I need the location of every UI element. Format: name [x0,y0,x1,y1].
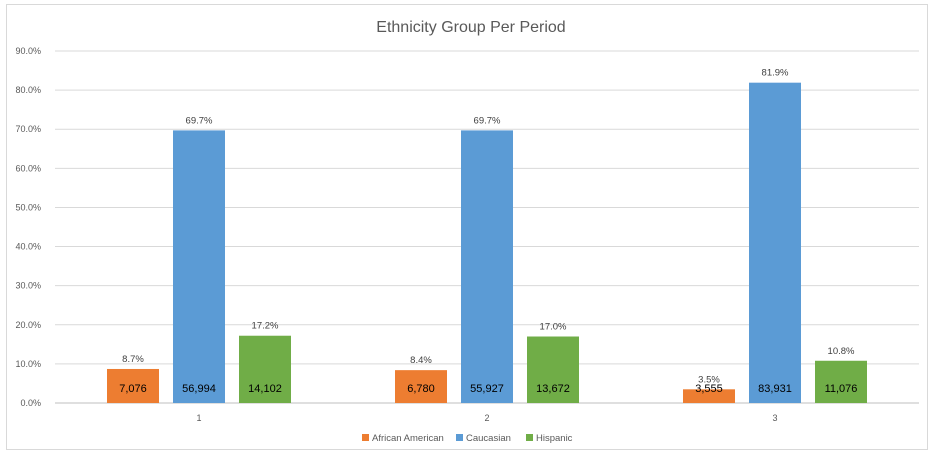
x-tick-label: 1 [196,413,201,423]
bar [683,389,735,403]
count-label: 14,102 [248,383,282,395]
legend-swatch [526,434,533,441]
count-label: 56,994 [182,383,216,395]
bar [815,360,867,403]
y-tick-label: 20.0% [15,320,41,330]
x-tick-label: 2 [484,413,489,423]
y-tick-label: 30.0% [15,281,41,291]
data-labels: 8.7% 7,076 69.7% 56,994 17.2% 14,102 8.4% 6,780… [119,68,857,395]
y-tick-label: 70.0% [15,124,41,134]
percent-label: 10.8% [828,346,855,357]
y-tick-label: 10.0% [15,359,41,369]
y-tick-label: 0.0% [20,398,41,408]
legend-swatch [456,434,463,441]
y-tick-label: 60.0% [15,163,41,173]
percent-label: 8.7% [122,354,144,365]
y-tick-label: 90.0% [15,46,41,56]
legend-label: Hispanic [536,433,573,444]
bars [107,82,867,404]
bar [395,370,447,403]
bar [107,368,159,403]
percent-label: 3.5% [698,374,720,385]
bar [173,130,225,403]
y-tick-label: 40.0% [15,242,41,252]
percent-label: 69.7% [186,115,213,126]
bar [749,82,801,404]
chart-frame: Ethnicity Group Per Period 0.0% 10.0% 20.0… [6,4,928,450]
count-label: 11,076 [825,383,858,395]
y-tick-label: 80.0% [15,85,41,95]
count-label: 13,672 [536,383,570,395]
y-tick-label: 50.0% [15,202,41,212]
bar-chart: Ethnicity Group Per Period 0.0%10.0%20.0… [15,19,919,444]
percent-label: 81.9% [762,68,789,79]
count-label: 6,780 [407,383,435,395]
count-label: 7,076 [119,383,147,395]
count-label: 55,927 [470,383,504,395]
bar [239,335,291,403]
x-tick-label: 3 [772,413,777,423]
bar [461,130,513,403]
bar [527,336,579,403]
legend-swatch [362,434,369,441]
y-axis: 0.0% 10.0% 20.0% 30.0% 40.0% 50.0% 60.0% 70.0% 8… [15,46,41,408]
chart-title: Ethnicity Group Per Period [376,19,565,36]
x-axis: 1 2 3 [196,413,777,423]
count-label: 3,555 [695,383,723,395]
legend-label: Caucasian [466,433,511,444]
legend: African American Caucasian Hispanic [362,433,573,444]
percent-label: 17.0% [540,322,567,333]
legend-label: African American [372,433,444,444]
percent-label: 69.7% [474,115,501,126]
count-label: 83,931 [758,383,792,395]
percent-label: 17.2% [252,321,279,332]
percent-label: 8.4% [410,355,432,366]
